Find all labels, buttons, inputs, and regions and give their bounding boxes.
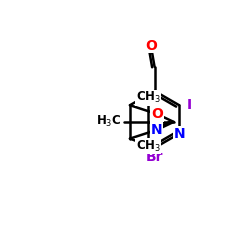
Text: O: O [151,107,163,121]
Text: CH$_3$: CH$_3$ [136,138,161,154]
Text: N: N [151,123,163,137]
Text: Br: Br [146,150,163,164]
Text: H$_3$C: H$_3$C [96,114,122,130]
Text: O: O [145,38,157,52]
Text: N: N [174,127,185,141]
Text: CH$_3$: CH$_3$ [136,90,161,105]
Text: I: I [187,98,192,112]
